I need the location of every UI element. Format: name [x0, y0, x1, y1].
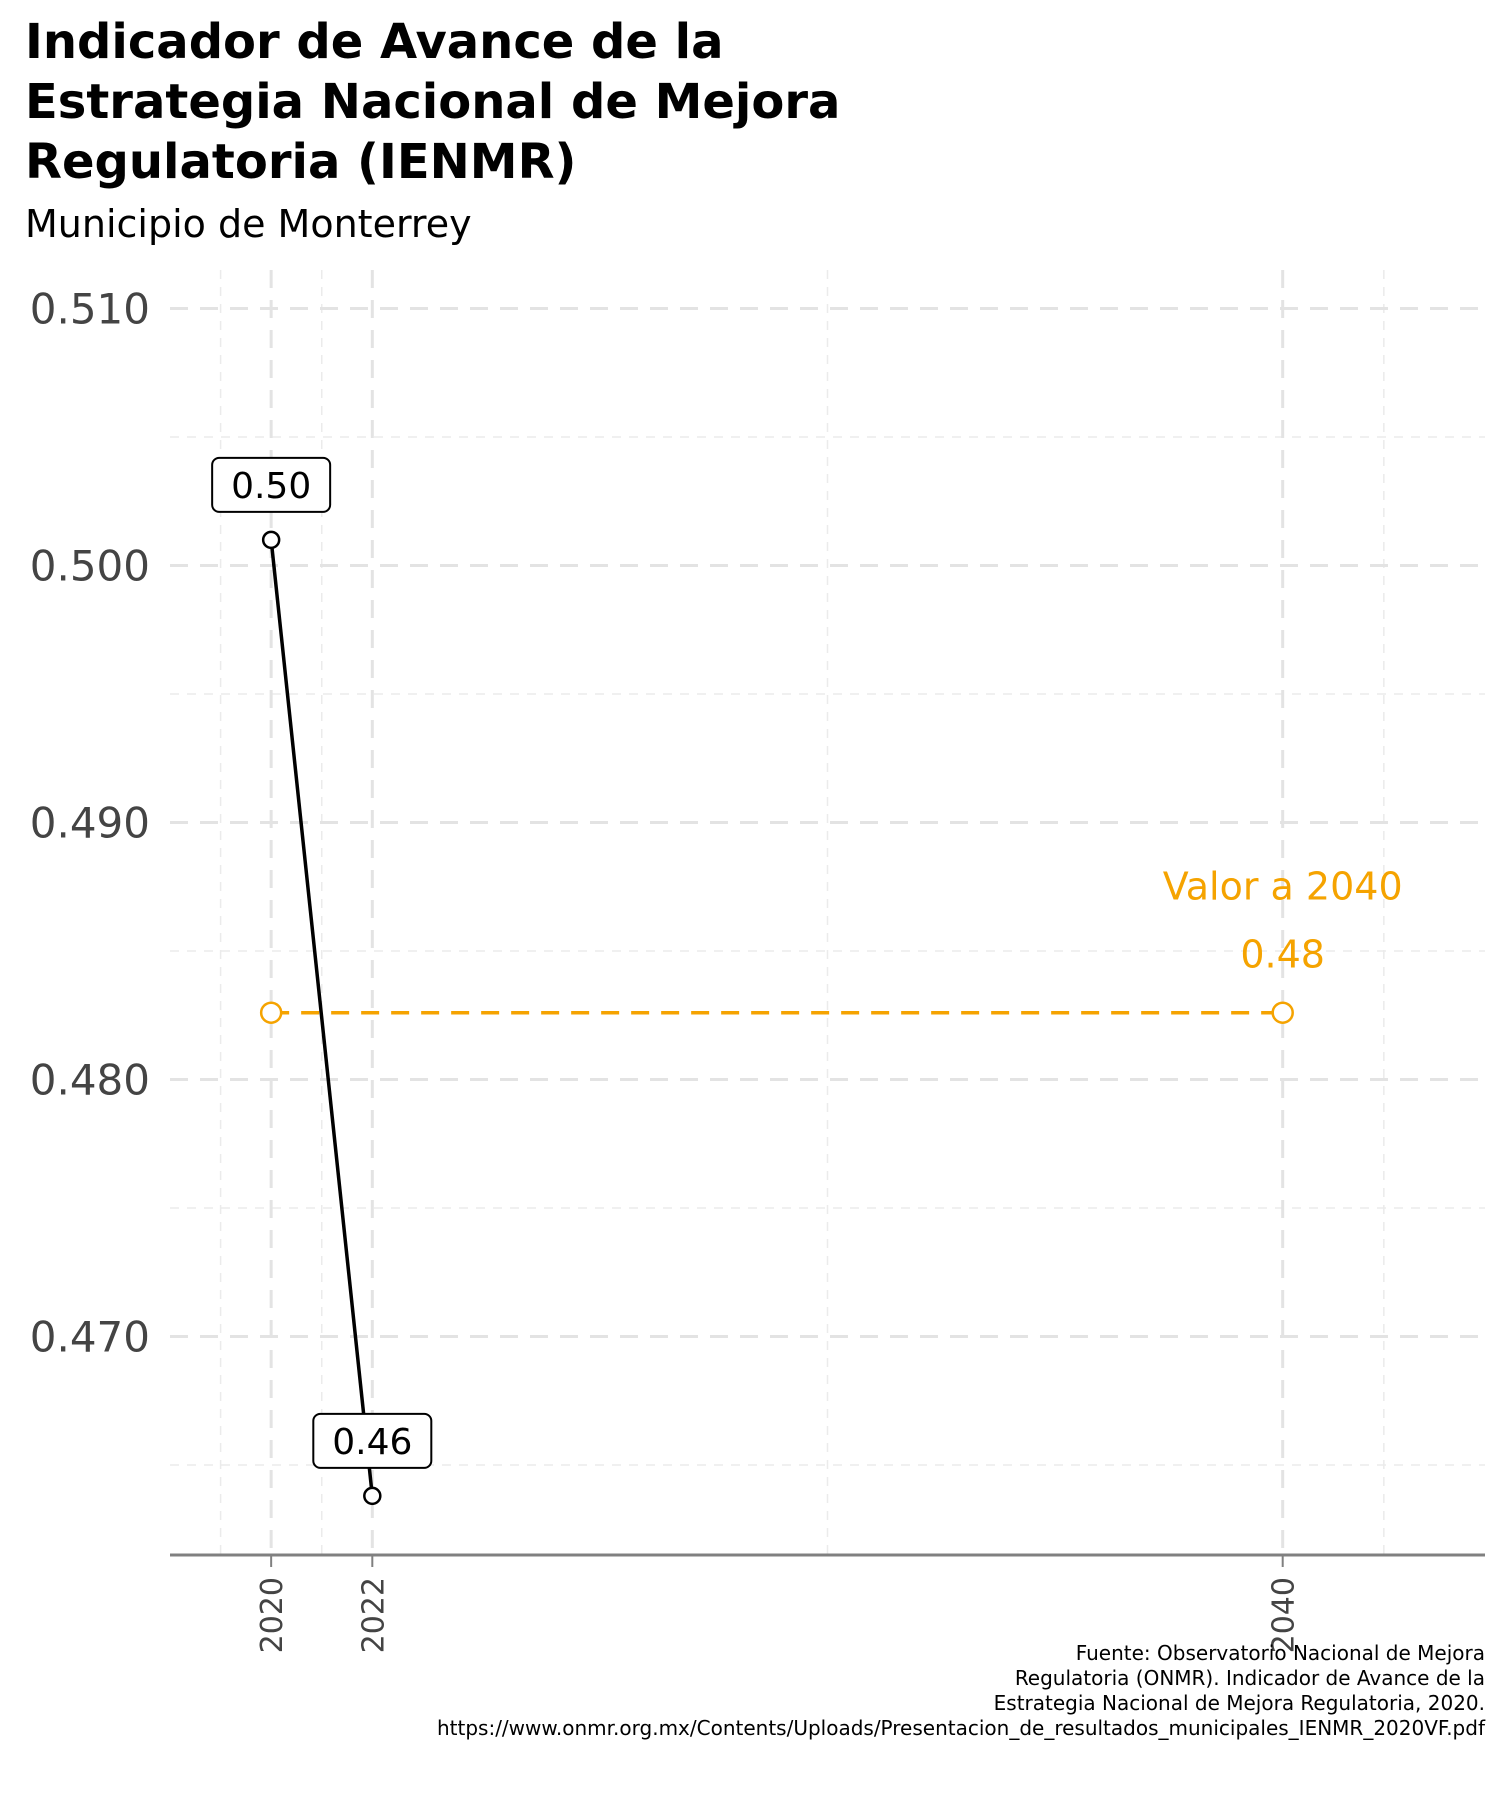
source-caption: Fuente: Observatorio Nacional de Mejora …	[185, 1641, 1485, 1741]
x-tick-label: 2040	[1267, 1577, 1302, 1653]
y-tick-label: 0.480	[30, 1056, 150, 1105]
y-tick-label: 0.510	[30, 285, 150, 334]
target-value-label: 0.48	[1240, 933, 1325, 977]
y-tick-label: 0.500	[30, 542, 150, 591]
caption-line: Regulatoria (ONMR). Indicador de Avance …	[1014, 1666, 1485, 1690]
y-tick-label: 0.490	[30, 799, 150, 848]
data-series	[261, 530, 382, 1506]
chart-subtitle: Municipio de Monterrey	[25, 202, 472, 246]
data-label-box	[312, 1412, 433, 1469]
x-tick-label: 2020	[255, 1577, 290, 1653]
series-line	[269, 539, 375, 1497]
data-label: 0.46	[332, 1422, 412, 1463]
axes: 0.470 0.480 0.490 0.500 0.510 2020 2022 2040	[30, 285, 1485, 1653]
data-point	[363, 1486, 382, 1506]
chart-title-line: Regulatoria (IENMR)	[25, 134, 577, 190]
data-label-box	[211, 456, 332, 513]
data-labels: 0.50 0.46	[211, 456, 433, 1469]
target-label: Valor a 2040	[1163, 865, 1403, 909]
data-point	[261, 530, 281, 550]
target-series: Valor a 2040 0.48	[259, 865, 1403, 1024]
x-tick-label: 2022	[356, 1577, 391, 1653]
chart-title: Indicador de Avance de la Estrategia Nac…	[25, 12, 925, 192]
caption-url: https://www.onmr.org.mx/Contents/Uploads…	[436, 1716, 1485, 1740]
target-point	[259, 1001, 283, 1024]
chart-title-line: Estrategia Nacional de Mejora	[25, 74, 841, 130]
caption-line: Estrategia Nacional de Mejora Regulatori…	[993, 1691, 1485, 1715]
y-tick-label: 0.470	[30, 1313, 150, 1362]
data-label: 0.50	[231, 466, 311, 507]
grid	[170, 270, 1485, 1555]
target-point	[1271, 1001, 1294, 1024]
caption-line: Fuente: Observatorio Nacional de Mejora	[1075, 1641, 1485, 1665]
chart-title-line: Indicador de Avance de la	[25, 14, 724, 70]
